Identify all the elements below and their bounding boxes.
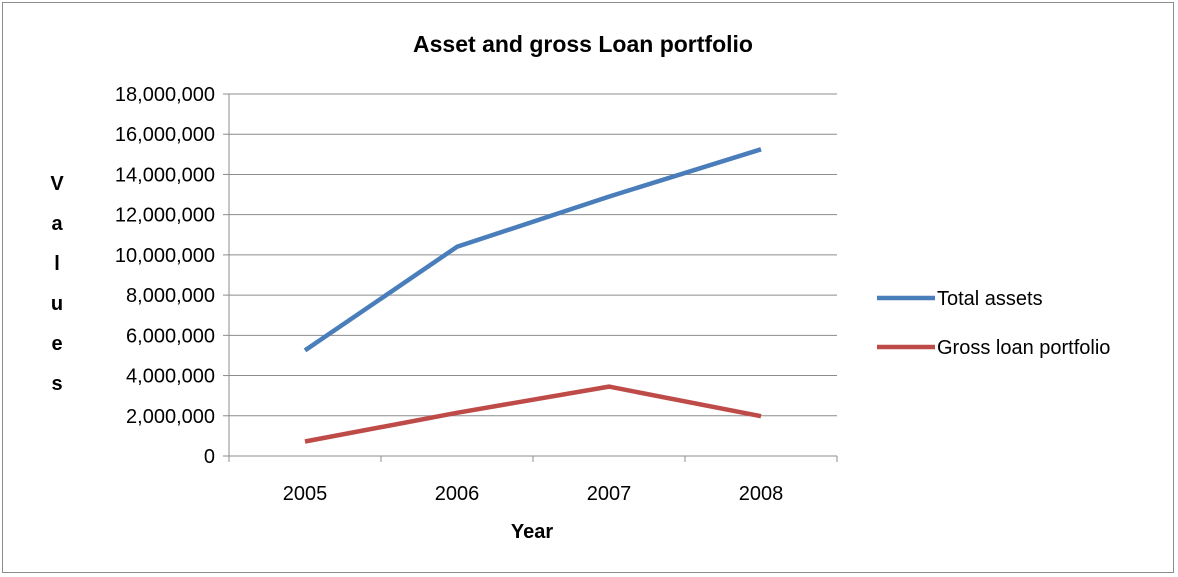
- legend-label: Total assets: [937, 288, 1043, 310]
- x-tick-label: 2007: [587, 483, 632, 505]
- y-tick-label: 18,000,000: [115, 84, 215, 106]
- y-tick-label: 12,000,000: [115, 205, 215, 227]
- y-tick-label: 0: [204, 446, 215, 468]
- y-tick-label: 6,000,000: [126, 325, 215, 347]
- x-tick-label: 2008: [739, 483, 784, 505]
- y-tick-label: 2,000,000: [126, 406, 215, 428]
- legend: Total assets Gross loan portfolio: [877, 288, 1110, 359]
- legend-label: Gross loan portfolio: [937, 337, 1110, 359]
- y-axis-tick-labels: 0 2,000,000 4,000,000 6,000,000 8,000,000 10,…: [115, 84, 215, 468]
- x-axis-tick-labels: 2005 2006 2007 2008: [283, 483, 784, 505]
- y-axis-title-letter: u: [51, 293, 63, 315]
- y-tick-label: 8,000,000: [126, 285, 215, 307]
- y-tick-label: 14,000,000: [115, 164, 215, 186]
- y-axis-title-letter: s: [51, 373, 62, 395]
- y-tick-label: 16,000,000: [115, 124, 215, 146]
- y-axis-title-letter: l: [54, 253, 60, 275]
- chart-title: Asset and gross Loan portfolio: [413, 31, 753, 57]
- series-line-2: [304, 384, 762, 444]
- x-axis-title: Year: [511, 521, 553, 543]
- x-tick-label: 2006: [435, 483, 480, 505]
- x-tick-label: 2005: [283, 483, 328, 505]
- gridlines: [229, 93, 837, 417]
- y-tick-label: 4,000,000: [126, 366, 215, 388]
- series-lines: [303, 147, 762, 444]
- y-axis-title-letter: a: [51, 213, 63, 235]
- y-axis-title-letter: e: [51, 333, 62, 355]
- y-tick-label: 10,000,000: [115, 245, 215, 267]
- series-line-1: [303, 147, 762, 353]
- axes: [223, 93, 838, 462]
- y-axis-title-letter: V: [50, 173, 64, 195]
